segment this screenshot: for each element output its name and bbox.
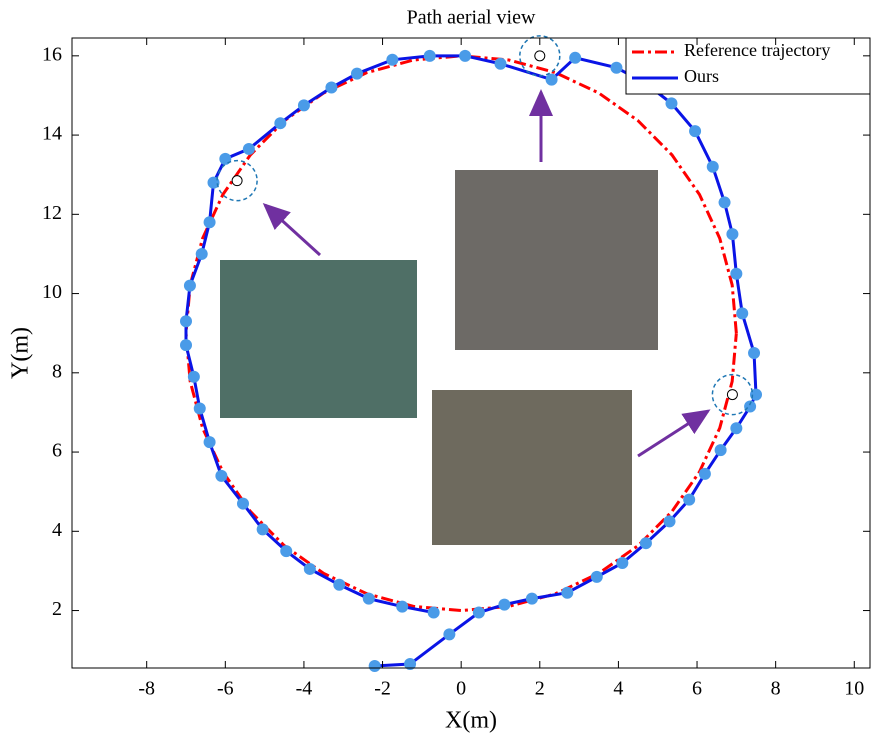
marker (546, 74, 558, 86)
photo (455, 170, 658, 350)
y-tick-label: 2 (52, 598, 62, 620)
photo (432, 390, 632, 545)
marker (736, 307, 748, 319)
marker (473, 607, 485, 619)
y-tick-label: 14 (42, 123, 62, 145)
x-axis-label: X(m) (445, 708, 497, 734)
marker (719, 196, 731, 208)
marker (726, 228, 738, 240)
y-tick-label: 4 (52, 519, 62, 541)
marker (707, 161, 719, 173)
marker (184, 280, 196, 292)
marker (215, 470, 227, 482)
marker (188, 371, 200, 383)
marker (204, 216, 216, 228)
marker (665, 97, 677, 109)
legend-label: Reference trajectory (684, 40, 830, 60)
highlight-point (535, 51, 545, 61)
chart-title: Path aerial view (407, 7, 536, 29)
marker (363, 593, 375, 605)
arrow (265, 205, 320, 255)
y-tick-label: 10 (42, 281, 62, 303)
x-tick-label: 8 (771, 678, 781, 700)
marker (459, 50, 471, 62)
x-tick-label: -6 (217, 678, 234, 700)
y-tick-label: 16 (42, 43, 62, 65)
marker (689, 125, 701, 137)
legend-label: Ours (684, 66, 719, 86)
marker (204, 436, 216, 448)
legend: Reference trajectory Ours (626, 38, 870, 94)
highlight-point (232, 176, 242, 186)
marker (498, 599, 510, 611)
x-tick-label: -4 (296, 678, 313, 700)
marker (325, 82, 337, 94)
x-tick-label: 6 (692, 678, 702, 700)
marker (243, 143, 255, 155)
marker (569, 52, 581, 64)
marker (526, 593, 538, 605)
marker (333, 579, 345, 591)
photo (220, 260, 417, 418)
marker (424, 50, 436, 62)
photos (220, 92, 708, 545)
y-axis-label: Y(m) (8, 327, 34, 379)
chart: Path aerial view X(m) Y(m) Reference tra… (0, 0, 873, 739)
arrow (638, 411, 708, 456)
marker (683, 494, 695, 506)
marker (369, 660, 381, 672)
marker (180, 339, 192, 351)
marker (237, 498, 249, 510)
marker (274, 117, 286, 129)
marker (386, 54, 398, 66)
x-tick-label: 4 (613, 678, 623, 700)
marker (730, 268, 742, 280)
marker (561, 587, 573, 599)
marker (219, 153, 231, 165)
marker (428, 607, 440, 619)
marker (730, 422, 742, 434)
x-tick-label: 10 (844, 678, 864, 700)
marker (304, 563, 316, 575)
marker (351, 68, 363, 80)
y-tick-label: 8 (52, 360, 62, 382)
marker (664, 515, 676, 527)
x-tick-label: -2 (374, 678, 391, 700)
marker (591, 571, 603, 583)
y-tick-label: 6 (52, 440, 62, 462)
marker (280, 545, 292, 557)
x-tick-label: 0 (456, 678, 466, 700)
marker (494, 58, 506, 70)
marker (298, 99, 310, 111)
y-tick-label: 12 (42, 202, 62, 224)
marker (699, 468, 711, 480)
highlight-point (727, 390, 737, 400)
x-tick-label: 2 (535, 678, 545, 700)
marker (180, 315, 192, 327)
marker (748, 347, 760, 359)
marker (396, 601, 408, 613)
marker (196, 248, 208, 260)
marker (194, 402, 206, 414)
marker (616, 557, 628, 569)
marker (640, 537, 652, 549)
marker (715, 444, 727, 456)
x-tick-label: -8 (138, 678, 155, 700)
marker (257, 523, 269, 535)
marker (443, 628, 455, 640)
marker (610, 62, 622, 74)
